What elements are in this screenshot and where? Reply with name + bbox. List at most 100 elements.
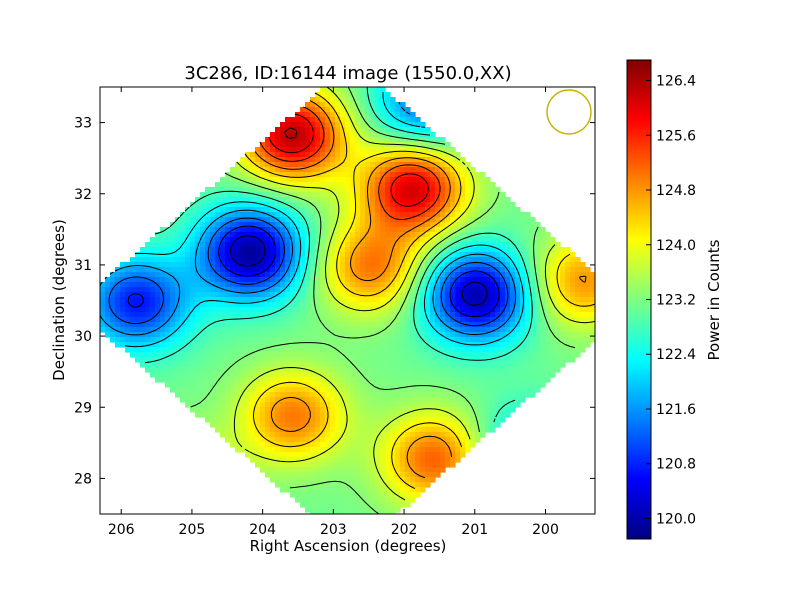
heatmap-cell [270, 402, 276, 408]
heatmap-cell [515, 277, 521, 283]
heatmap-cell [380, 437, 386, 443]
heatmap-cell [320, 427, 326, 433]
heatmap-cell [275, 342, 281, 348]
heatmap-cell [405, 337, 411, 343]
heatmap-cell [230, 187, 236, 193]
heatmap-cell [230, 412, 236, 418]
heatmap-cell [495, 367, 501, 373]
heatmap-cell [145, 277, 151, 283]
heatmap-cell [485, 417, 491, 423]
heatmap-cell [530, 287, 536, 293]
heatmap-cell [355, 222, 361, 228]
heatmap-cell [260, 402, 266, 408]
heatmap-cell [365, 377, 371, 383]
heatmap-cell [225, 352, 231, 358]
heatmap-cell [390, 167, 396, 173]
heatmap-cell [505, 402, 511, 408]
heatmap-cell [350, 312, 356, 318]
heatmap-cell [305, 412, 311, 418]
heatmap-cell [355, 142, 361, 148]
heatmap-cell [500, 227, 506, 233]
heatmap-cell [385, 352, 391, 358]
heatmap-cell [460, 387, 466, 393]
heatmap-cell [500, 417, 506, 423]
heatmap-cell [475, 322, 481, 328]
heatmap-cell [435, 357, 441, 363]
heatmap-cell [355, 392, 361, 398]
heatmap-cell [445, 437, 451, 443]
heatmap-cell [230, 312, 236, 318]
heatmap-cell [365, 357, 371, 363]
heatmap-cell [315, 147, 321, 153]
heatmap-cell [350, 377, 356, 383]
heatmap-cell [440, 397, 446, 403]
heatmap-cell [300, 447, 306, 453]
heatmap-cell [340, 227, 346, 233]
heatmap-cell [445, 327, 451, 333]
heatmap-cell [155, 267, 161, 273]
heatmap-cell [105, 277, 111, 283]
heatmap-cell [390, 112, 396, 118]
heatmap-cell [310, 452, 316, 458]
heatmap-cell [125, 292, 131, 298]
heatmap-cell [560, 322, 566, 328]
heatmap-cell [355, 417, 361, 423]
heatmap-cell [350, 282, 356, 288]
heatmap-cell [435, 262, 441, 268]
heatmap-cell [360, 387, 366, 393]
heatmap-cell [400, 372, 406, 378]
heatmap-cell [140, 337, 146, 343]
heatmap-cell [335, 237, 341, 243]
heatmap-cell [340, 257, 346, 263]
heatmap-cell [145, 282, 151, 288]
heatmap-cell [370, 417, 376, 423]
heatmap-cell [495, 347, 501, 353]
heatmap-cell [460, 197, 466, 203]
heatmap-cell [440, 292, 446, 298]
heatmap-cell [230, 352, 236, 358]
heatmap-cell [425, 382, 431, 388]
heatmap-cell [205, 307, 211, 313]
heatmap-cell [380, 157, 386, 163]
heatmap-cell [335, 107, 341, 113]
heatmap-cell [260, 412, 266, 418]
heatmap-cell [370, 142, 376, 148]
heatmap-cell [375, 137, 381, 143]
heatmap-cell [300, 397, 306, 403]
heatmap-cell [415, 392, 421, 398]
heatmap-cell [435, 282, 441, 288]
heatmap-cell [470, 337, 476, 343]
heatmap-cell [305, 152, 311, 158]
heatmap-cell [180, 247, 186, 253]
heatmap-cell [390, 442, 396, 448]
heatmap-cell [235, 257, 241, 263]
heatmap-cell [235, 407, 241, 413]
heatmap-cell [225, 222, 231, 228]
heatmap-cell [265, 432, 271, 438]
heatmap-cell [440, 222, 446, 228]
heatmap-cell [360, 282, 366, 288]
heatmap-cell [180, 397, 186, 403]
heatmap-cell [385, 267, 391, 273]
heatmap-cell [340, 197, 346, 203]
heatmap-cell [340, 317, 346, 323]
heatmap-cell [230, 272, 236, 278]
heatmap-cell [255, 197, 261, 203]
heatmap-cell [490, 397, 496, 403]
heatmap-cell [270, 342, 276, 348]
heatmap-cell [540, 282, 546, 288]
heatmap-cell [230, 442, 236, 448]
heatmap-cell [240, 292, 246, 298]
heatmap-cell [195, 222, 201, 228]
heatmap-cell [195, 387, 201, 393]
heatmap-cell [410, 202, 416, 208]
heatmap-cell [225, 197, 231, 203]
heatmap-cell [285, 312, 291, 318]
heatmap-cell [515, 357, 521, 363]
heatmap-cell [365, 422, 371, 428]
heatmap-cell [170, 297, 176, 303]
heatmap-cell [275, 372, 281, 378]
heatmap-cell [355, 452, 361, 458]
heatmap-cell [315, 302, 321, 308]
heatmap-cell [300, 287, 306, 293]
